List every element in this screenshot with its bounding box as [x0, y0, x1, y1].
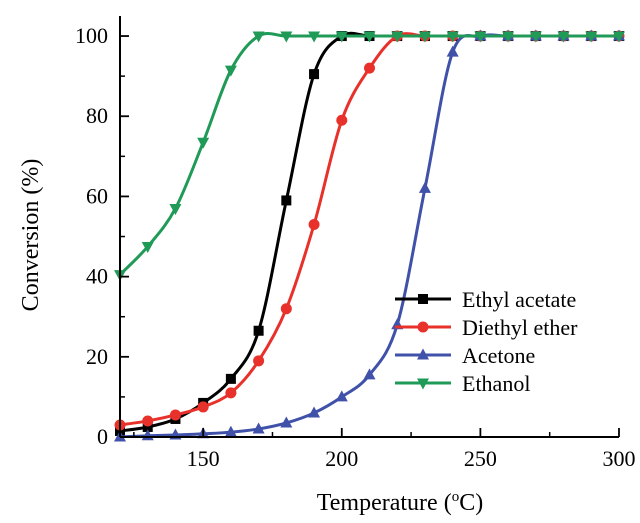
- data-point-acetone-230: [418, 181, 431, 193]
- x-tick-label-200: 200: [325, 446, 358, 471]
- legend-marker-ethanol: [417, 378, 429, 390]
- x-axis-title: Temperature (oC): [317, 489, 483, 516]
- data-point-ethanol-240: [446, 31, 459, 43]
- legend-item-diethyl-ether: Diethyl ether: [395, 315, 578, 340]
- data-point-ethanol-130: [141, 242, 154, 254]
- data-point-ethyl-acetate-130: [142, 421, 153, 432]
- data-point-diethyl-ether-190: [308, 218, 320, 230]
- data-point-diethyl-ether-140: [169, 409, 181, 421]
- data-point-ethanol-220: [391, 31, 404, 43]
- data-point-ethanol-230: [418, 31, 431, 43]
- data-point-ethanol-140: [169, 203, 182, 215]
- legend-label-acetone: Acetone: [462, 343, 535, 368]
- data-point-ethyl-acetate-190: [309, 69, 320, 80]
- data-point-diethyl-ether-200: [336, 114, 348, 126]
- legend-item-acetone: Acetone: [395, 343, 535, 368]
- data-point-diethyl-ether-170: [253, 355, 265, 367]
- legend-label-diethyl-ether: Diethyl ether: [462, 315, 578, 340]
- data-point-ethanol-160: [224, 65, 237, 77]
- data-point-ethanol-150: [197, 137, 210, 149]
- y-tick-label-40: 40: [86, 264, 108, 289]
- x-tick-label-300: 300: [603, 446, 636, 471]
- data-point-ethanol-260: [502, 31, 515, 43]
- data-point-ethanol-210: [363, 31, 376, 43]
- data-point-ethanol-300: [613, 31, 625, 43]
- data-point-diethyl-ether-130: [142, 415, 154, 427]
- series-ethanol: [114, 31, 625, 282]
- data-point-acetone-240: [446, 45, 459, 57]
- series-layer: [114, 29, 625, 442]
- data-point-ethanol-270: [529, 31, 542, 43]
- data-point-ethanol-290: [585, 31, 598, 43]
- legend-label-ethyl-acetate: Ethyl acetate: [462, 287, 576, 312]
- legend-item-ethanol: Ethanol: [395, 371, 530, 396]
- data-point-acetone-210: [363, 368, 376, 380]
- data-point-acetone-160: [224, 425, 237, 437]
- legend: Ethyl acetate Diethyl ether Acetone Ethanol: [395, 287, 578, 396]
- data-point-diethyl-ether-160: [225, 387, 237, 399]
- data-point-diethyl-ether-180: [280, 303, 292, 315]
- data-point-ethanol-200: [335, 31, 348, 43]
- data-point-ethyl-acetate-160: [225, 373, 236, 384]
- y-tick-label-100: 100: [75, 23, 108, 48]
- legend-item-ethyl-acetate: Ethyl acetate: [395, 287, 576, 312]
- series-line-diethyl-ether: [120, 32, 619, 427]
- data-point-ethanol-180: [280, 31, 293, 43]
- data-point-acetone-190: [308, 406, 321, 418]
- x-tick-label-250: 250: [464, 446, 497, 471]
- data-point-acetone-170: [252, 422, 265, 434]
- ticks-layer: 150 200 250 300 0 20 40 60 80 100: [75, 23, 636, 471]
- legend-label-ethanol: Ethanol: [462, 371, 530, 396]
- x-axis-title-unit-sup: o: [452, 489, 460, 505]
- data-point-diethyl-ether-210: [364, 62, 375, 74]
- data-point-ethyl-acetate-180: [281, 195, 292, 206]
- data-point-ethanol-250: [474, 31, 487, 43]
- data-point-ethanol-190: [308, 31, 321, 43]
- data-point-ethyl-acetate-170: [253, 325, 264, 336]
- y-tick-label-0: 0: [97, 424, 108, 449]
- data-point-acetone-200: [335, 390, 348, 402]
- x-tick-label-150: 150: [187, 446, 220, 471]
- data-point-ethanol-280: [557, 31, 570, 43]
- legend-marker-diethyl-ether: [417, 321, 429, 333]
- series-acetone: [114, 29, 625, 442]
- legend-marker-acetone: [417, 348, 429, 360]
- y-tick-label-20: 20: [86, 344, 108, 369]
- data-point-acetone-180: [280, 416, 293, 428]
- data-point-ethanol-170: [252, 31, 265, 43]
- legend-marker-ethyl-acetate: [418, 294, 428, 304]
- y-tick-label-80: 80: [86, 103, 108, 128]
- y-tick-label-60: 60: [86, 183, 108, 208]
- x-axis-title-text: Temperature: [317, 490, 438, 516]
- y-axis-title: Conversion (%): [18, 159, 44, 312]
- data-point-diethyl-ether-150: [197, 401, 209, 413]
- x-axis-title-unit: C: [459, 490, 475, 516]
